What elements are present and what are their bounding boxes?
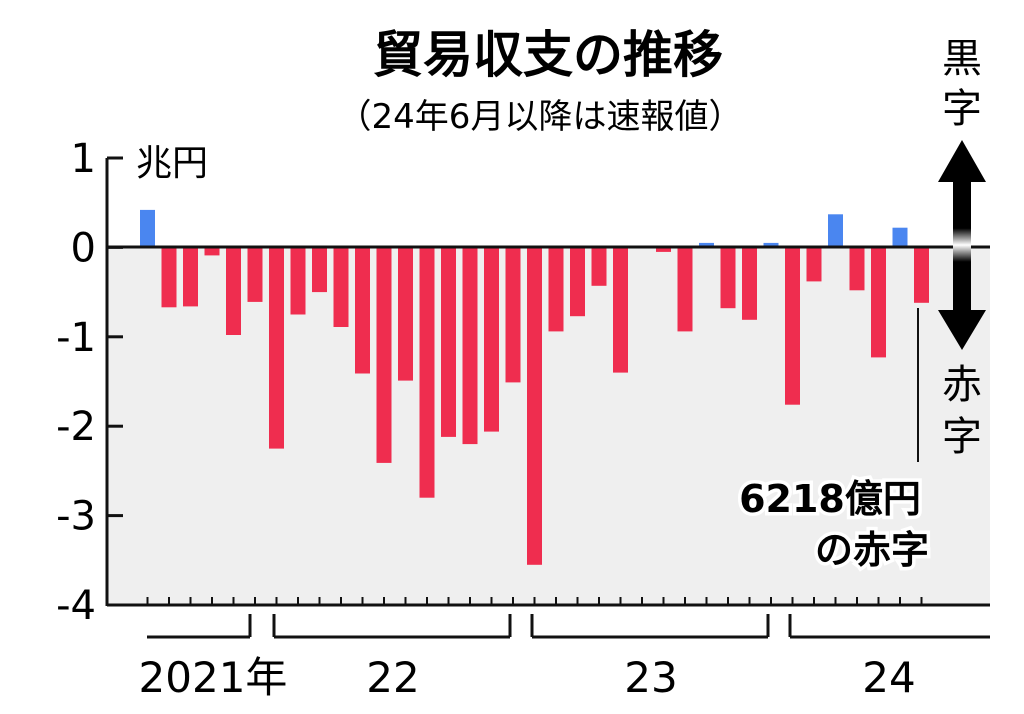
y-tick-label: -4 — [56, 583, 96, 629]
bar-2023-03 — [591, 247, 607, 286]
year-label-2022: 22 — [366, 653, 419, 702]
bar-2023-07 — [677, 247, 693, 332]
bar-2022-12 — [527, 247, 542, 565]
x-ticks-group — [146, 597, 923, 605]
bar-2024-02 — [828, 214, 843, 248]
bar-2023-01 — [548, 247, 564, 332]
bar-2023-02 — [570, 247, 585, 317]
bar-2024-01 — [806, 247, 822, 282]
annotation-line-2: の赤字 — [815, 528, 929, 572]
bar-2024-06 — [914, 247, 929, 303]
bar-2023-08 — [699, 242, 714, 248]
bar-2021-07 — [161, 247, 177, 308]
y-ticks-group: 1 0 -1 -2 -3 -4 — [56, 136, 123, 629]
bar-2021-09 — [204, 247, 220, 256]
deficit-label-char-1: 赤 — [942, 362, 982, 408]
bar-2021-11 — [247, 247, 263, 302]
year-label-2024: 24 — [862, 653, 915, 702]
y-unit-label: 兆円 — [136, 143, 208, 184]
bar-2023-12 — [785, 247, 800, 405]
bar-2022-06 — [398, 247, 413, 381]
bar-2021-12 — [269, 247, 284, 449]
bar-2021-10 — [226, 247, 241, 335]
deficit-label-char-2: 字 — [942, 414, 982, 460]
bar-2022-08 — [441, 247, 456, 437]
y-tick-label: -3 — [56, 494, 96, 540]
y-tick-label: 0 — [71, 225, 96, 271]
surplus-label-char-1: 黒 — [942, 36, 982, 82]
bars-group — [140, 209, 929, 565]
year-label-2023: 23 — [624, 653, 677, 702]
annotation-line-1: 6218億円 — [739, 477, 921, 521]
bar-2023-11 — [763, 242, 779, 248]
bar-2023-04 — [613, 247, 628, 373]
bar-2021-08 — [183, 247, 198, 307]
bar-2022-11 — [505, 247, 521, 383]
surplus-deficit-arrow-icon — [938, 140, 986, 350]
bar-2022-10 — [484, 247, 499, 432]
y-tick-label: 1 — [71, 136, 96, 182]
bar-2022-03 — [333, 247, 349, 327]
bar-2022-05 — [376, 247, 392, 463]
year-label-2021: 2021年 — [139, 653, 288, 702]
chart-subtitle: （24年6月以降は速報値） — [338, 97, 743, 137]
chart-title: 貿易収支の推移 — [373, 26, 723, 84]
bar-2022-09 — [462, 247, 478, 445]
bar-2022-07 — [419, 247, 435, 498]
bar-2024-05 — [892, 227, 908, 248]
bar-2024-03 — [849, 247, 865, 291]
bar-2022-02 — [312, 247, 327, 293]
y-tick-label: -1 — [56, 315, 96, 361]
bar-2023-06 — [656, 247, 671, 252]
bar-2022-04 — [355, 247, 370, 374]
y-tick-label: -2 — [56, 404, 96, 450]
bar-2022-01 — [290, 247, 306, 315]
bar-2023-09 — [720, 247, 736, 309]
bar-2021-06 — [140, 209, 155, 248]
bar-2024-04 — [871, 247, 886, 358]
surplus-label-char-2: 字 — [942, 86, 982, 132]
bar-2023-10 — [742, 247, 757, 320]
